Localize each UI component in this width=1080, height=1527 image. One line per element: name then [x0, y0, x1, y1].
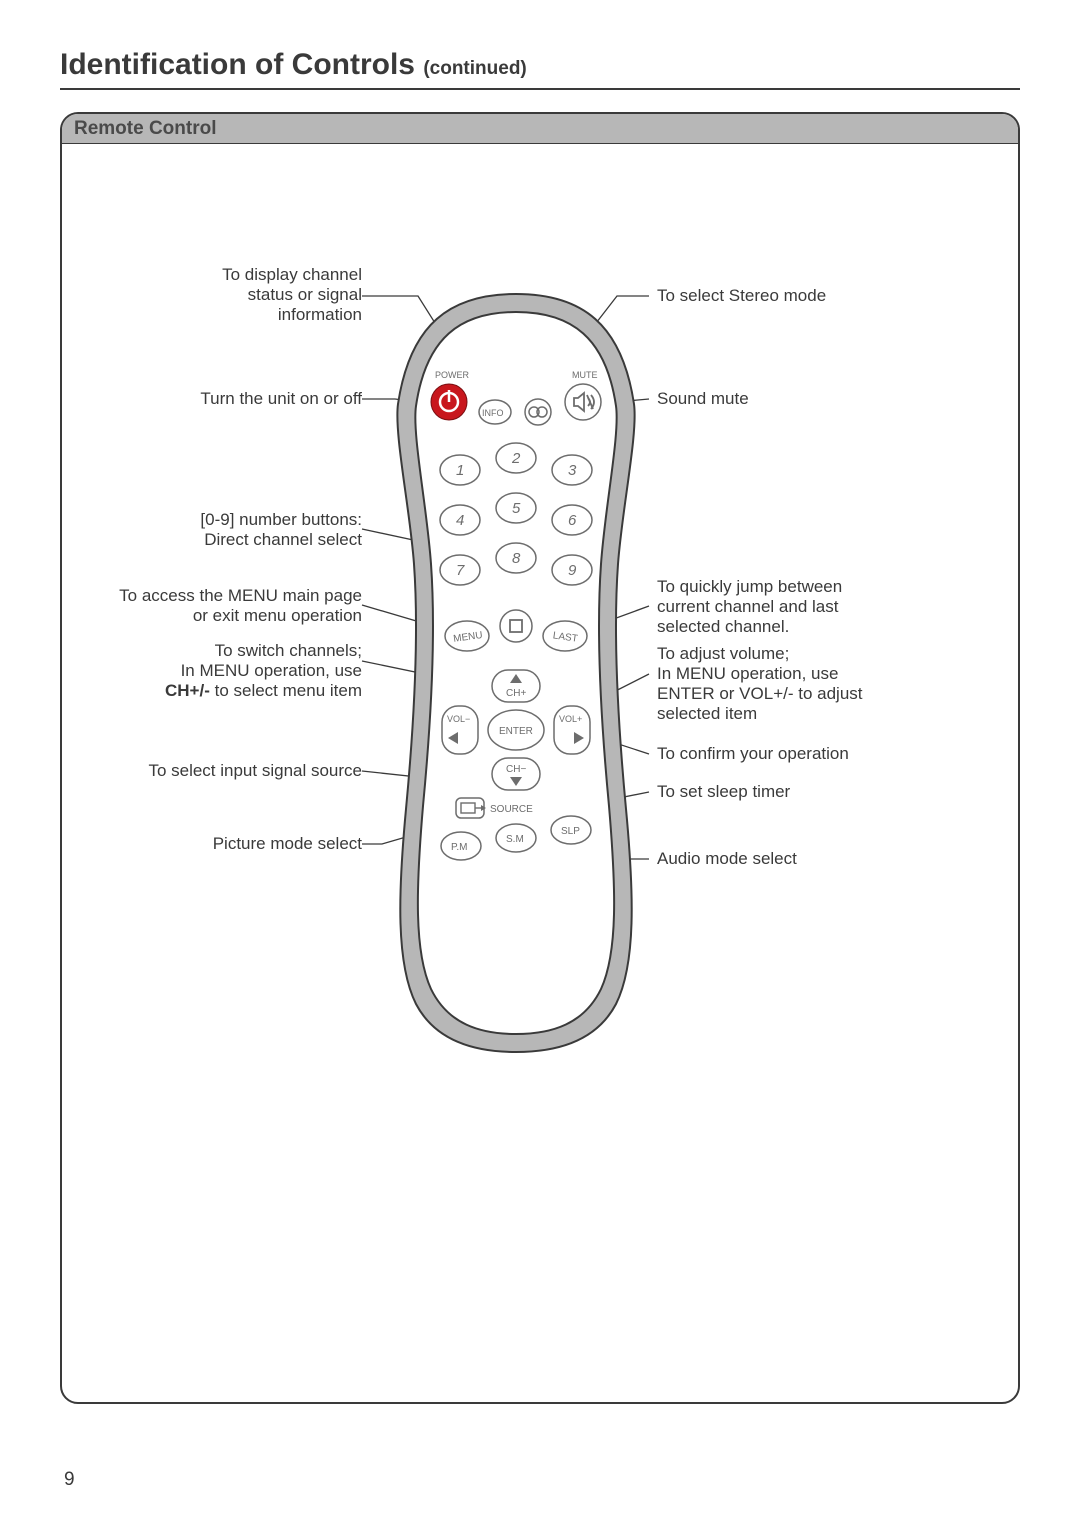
aspect-button[interactable]: [500, 610, 532, 642]
remote-svg: POWER INFO MUTE: [62, 144, 1018, 1402]
label-source: SOURCE: [490, 804, 533, 815]
title-divider: [60, 88, 1020, 90]
label-info: INFO: [482, 408, 504, 418]
digit-label-1: 1: [456, 462, 464, 479]
panel-title: Remote Control: [62, 114, 1018, 144]
digit-label-8: 8: [512, 550, 521, 567]
label-pm: P.M: [451, 842, 468, 853]
label-chp: CH+: [506, 688, 526, 699]
label-volp: VOL+: [559, 714, 582, 724]
title-continued: (continued): [423, 58, 526, 79]
digit-label-3: 3: [568, 462, 577, 479]
label-mute: MUTE: [572, 370, 598, 380]
digit-label-2: 2: [511, 450, 521, 467]
remote-control-panel: Remote Control To display channelstatus …: [60, 112, 1020, 1404]
page-title: Identification of Controls (continued): [60, 48, 1020, 82]
label-slp: SLP: [561, 826, 580, 837]
label-sm: S.M: [506, 834, 524, 845]
label-volm: VOL−: [447, 714, 470, 724]
label-power: POWER: [435, 370, 470, 380]
digit-label-7: 7: [456, 562, 465, 579]
digit-label-6: 6: [568, 512, 577, 529]
digit-label-5: 5: [512, 500, 521, 517]
label-chm: CH−: [506, 764, 526, 775]
mute-button[interactable]: [565, 384, 601, 420]
label-enter: ENTER: [499, 726, 533, 737]
page-number: 9: [64, 1469, 75, 1491]
remote-diagram: To display channelstatus or signalinform…: [62, 144, 1018, 1402]
digit-label-4: 4: [456, 512, 464, 529]
title-main: Identification of Controls: [60, 48, 415, 81]
digit-label-9: 9: [568, 562, 577, 579]
